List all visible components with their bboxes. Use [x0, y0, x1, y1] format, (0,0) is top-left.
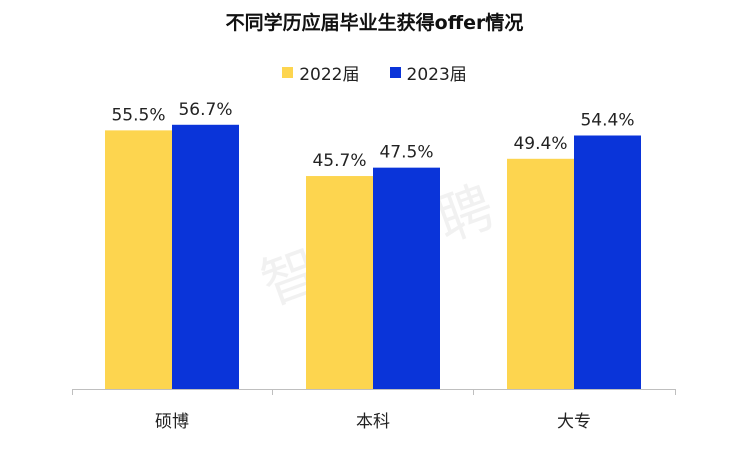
value-label-2023-2: 47.5%	[379, 143, 433, 163]
category-label-3: 大专	[557, 412, 591, 432]
legend-label-2022: 2022届	[299, 65, 360, 85]
bar-2022-3	[507, 158, 574, 389]
bar-2023-2	[373, 167, 440, 389]
chart-title: 不同学历应届毕业生获得offer情况	[225, 12, 524, 34]
bar-2023-3	[574, 135, 641, 389]
legend-swatch-2023	[389, 67, 401, 78]
legend-swatch-2022	[282, 67, 294, 78]
legend-item-2022: 2022届	[282, 60, 360, 85]
value-label-2023-1: 56.7%	[178, 100, 232, 120]
bar-2022-1	[105, 130, 172, 389]
value-label-2022-1: 55.5%	[111, 105, 165, 125]
value-label-2023-3: 54.4%	[580, 110, 634, 130]
value-label-2022-2: 45.7%	[312, 151, 366, 171]
value-label-2022-3: 49.4%	[513, 134, 567, 154]
legend-label-2023: 2023届	[406, 65, 467, 85]
bar-2022-2	[306, 176, 373, 389]
category-label-2: 本科	[356, 412, 390, 432]
bar-2023-1	[172, 124, 239, 389]
category-label-1: 硕博	[155, 412, 189, 432]
legend-item-2023: 2023届	[389, 60, 467, 85]
legend: 2022届 2023届	[0, 60, 749, 85]
